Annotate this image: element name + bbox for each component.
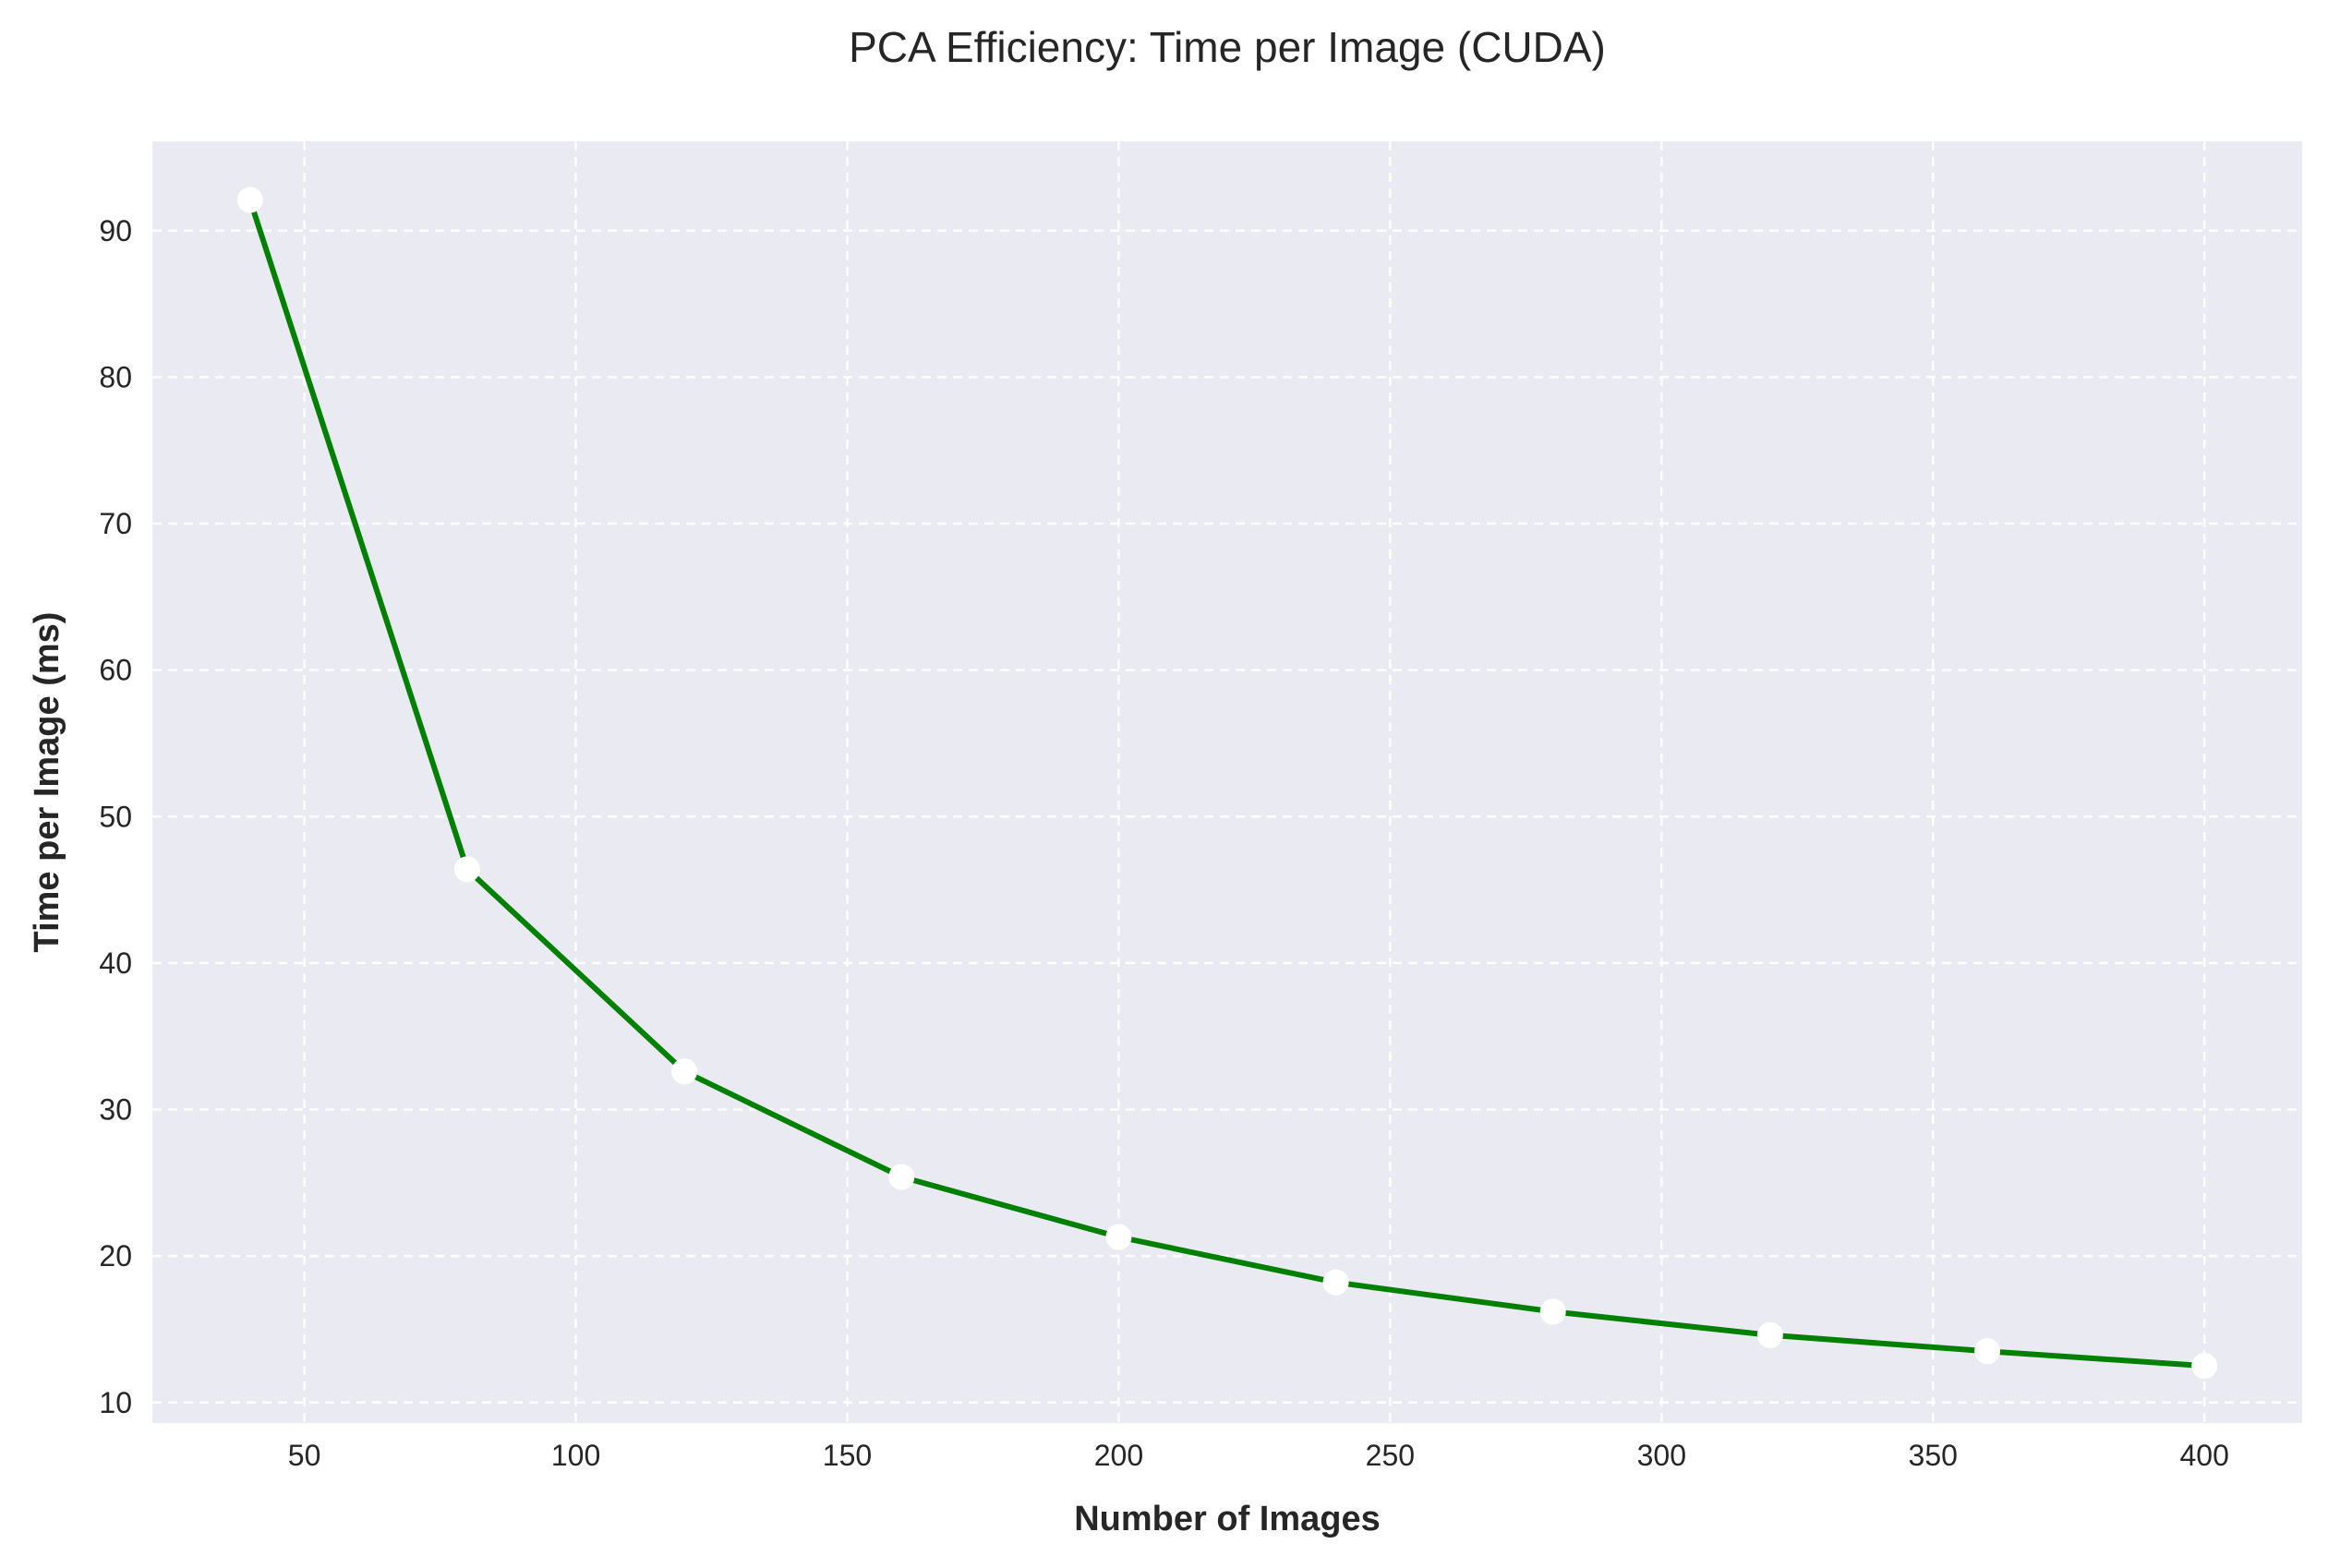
x-gridlines (303, 141, 2206, 1423)
x-tick-labels: 50 100 150 200 250 300 350 400 (288, 1439, 2229, 1472)
x-tick-label: 200 (1094, 1439, 1143, 1472)
y-tick-label: 10 (99, 1386, 132, 1419)
chart-title: PCA Efficiency: Time per Image (CUDA) (849, 23, 1606, 71)
x-axis-label: Number of Images (1074, 1500, 1381, 1538)
y-tick-label: 20 (99, 1239, 132, 1272)
data-point-marker (453, 856, 480, 883)
y-tick-label: 80 (99, 360, 132, 393)
series-layer (236, 187, 2218, 1380)
x-tick-label: 300 (1637, 1439, 1686, 1472)
plot-area (152, 141, 2302, 1423)
y-tick-label: 30 (99, 1093, 132, 1127)
data-point-marker (1539, 1298, 1566, 1325)
y-axis-label: Time per Image (ms) (28, 612, 66, 953)
data-point-marker (1322, 1269, 1349, 1296)
data-point-marker (1974, 1338, 2001, 1365)
data-point-marker (888, 1164, 915, 1190)
data-point-marker (1756, 1321, 1783, 1348)
x-tick-label: 250 (1366, 1439, 1415, 1472)
data-point-marker (2191, 1353, 2218, 1380)
data-point-marker (671, 1058, 698, 1085)
x-tick-label: 150 (823, 1439, 872, 1472)
data-point-marker (1105, 1224, 1132, 1250)
y-tick-label: 60 (99, 654, 132, 687)
y-tick-label: 70 (99, 507, 132, 540)
y-gridlines (152, 229, 2302, 1405)
y-tick-labels: 10 20 30 40 50 60 70 80 90 (99, 214, 132, 1419)
y-tick-label: 50 (99, 800, 132, 833)
x-tick-label: 100 (551, 1439, 600, 1472)
series-line (247, 197, 2208, 1369)
data-point-marker (236, 187, 263, 213)
y-tick-label: 40 (99, 947, 132, 980)
x-tick-label: 400 (2179, 1439, 2228, 1472)
x-tick-label: 350 (1909, 1439, 1958, 1472)
y-tick-label: 90 (99, 214, 132, 247)
x-tick-label: 50 (288, 1439, 321, 1472)
